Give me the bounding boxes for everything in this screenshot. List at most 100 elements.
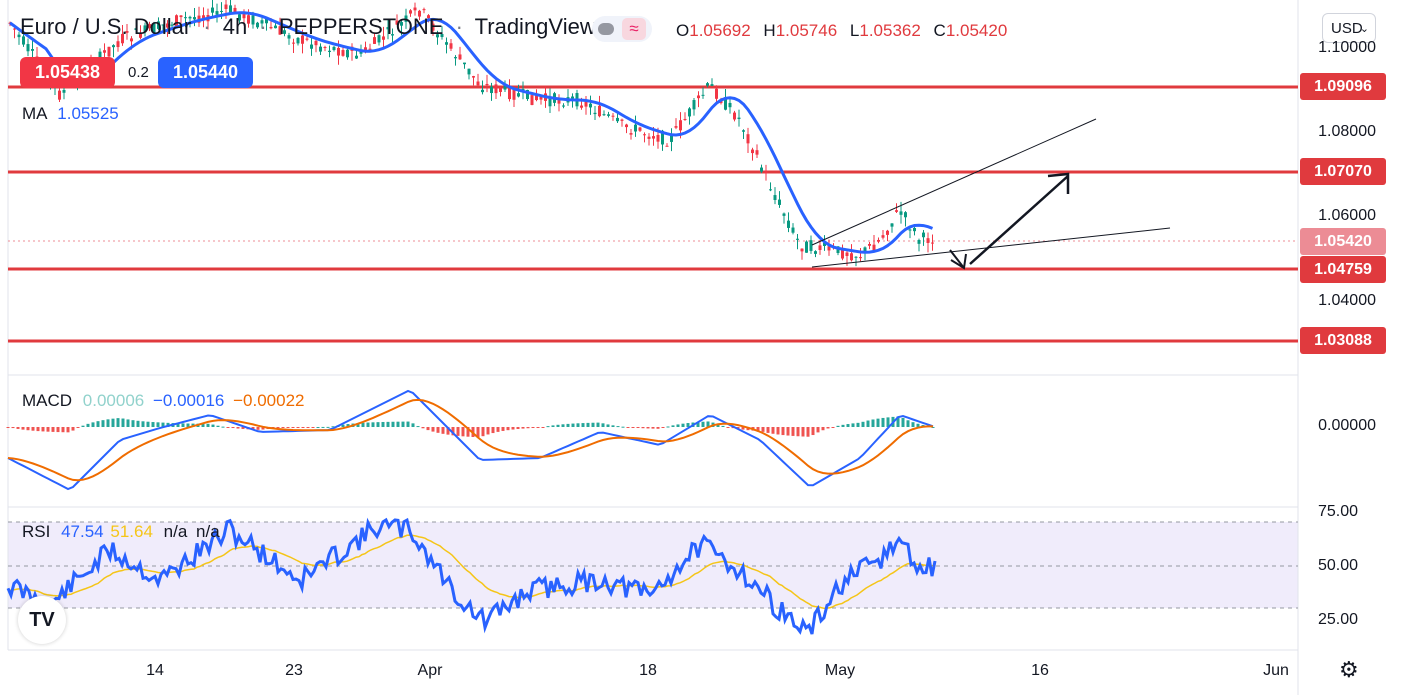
candle-body <box>854 256 858 258</box>
upper-trendline[interactable] <box>811 118 1097 246</box>
tradingview-logo[interactable]: TV <box>18 596 66 644</box>
open-value: 1.05692 <box>689 21 751 40</box>
macd-histogram-bar <box>381 421 385 427</box>
candle-body <box>737 117 741 119</box>
exchange-label: PEPPERSTONE <box>278 14 444 39</box>
candle-body <box>841 248 844 259</box>
candle-body <box>872 244 876 251</box>
candle-body <box>242 11 246 19</box>
gear-icon[interactable]: ⚙ <box>1339 657 1359 682</box>
down-arrow-drawing[interactable] <box>949 249 967 270</box>
candle-body <box>796 238 799 240</box>
macd-histogram-bar <box>211 424 215 427</box>
candle-body <box>787 220 790 228</box>
candle-body <box>175 15 178 27</box>
macd-histogram-bar <box>696 422 700 427</box>
candle-body <box>679 120 682 131</box>
eye-icon[interactable] <box>598 23 614 35</box>
candle-body <box>674 126 678 128</box>
candle-body <box>476 81 480 86</box>
ohlc-readout: O1.05692 H1.05746 L1.05362 C1.05420 <box>676 21 1015 41</box>
source-label: TradingView <box>474 14 596 39</box>
macd-histogram-bar <box>476 427 480 438</box>
candle-body <box>778 199 781 205</box>
candle-body <box>769 189 772 191</box>
macd-histogram-bar <box>576 423 580 427</box>
macd-tick: 0.00000 <box>1318 417 1376 434</box>
macd-histogram-bar <box>786 427 790 436</box>
candle-body <box>112 45 115 48</box>
macd-histogram-bar <box>51 427 55 432</box>
candle-body <box>580 105 583 108</box>
macd-histogram-bar <box>406 421 410 427</box>
rsi-tick: 50.00 <box>1317 557 1358 574</box>
macd-histogram-bar <box>911 422 915 427</box>
level-label-4[interactable]: 1.03088 <box>1300 327 1386 354</box>
macd-histogram-bar <box>851 423 855 427</box>
level-label-1[interactable]: 1.09096 <box>1300 73 1386 100</box>
rsi-legend[interactable]: RSI 47.54 51.64 n/a n/a <box>22 522 220 542</box>
macd-histogram-bar <box>631 427 635 428</box>
macd-histogram <box>6 416 935 438</box>
macd-histogram-bar <box>846 424 850 427</box>
sell-button[interactable]: 1.05438 <box>20 57 115 88</box>
price-tick: 1.10000 <box>1318 39 1376 56</box>
candle-body <box>319 46 322 52</box>
candle-body <box>188 16 192 19</box>
macd-histogram-bar <box>791 427 795 436</box>
currency-dropdown[interactable]: USD ⌄ <box>1322 13 1376 43</box>
candle-body <box>562 105 565 107</box>
ma-legend[interactable]: MA 1.05525 <box>22 104 119 124</box>
macd-histogram-bar <box>21 427 25 430</box>
symbol-header[interactable]: Euro / U.S. Dollar · 4h · PEPPERSTONE · … <box>20 14 596 39</box>
buy-button[interactable]: 1.05440 <box>158 57 253 88</box>
candle-body <box>121 33 124 44</box>
candle-body <box>382 36 385 40</box>
macd-signal-value: −0.00022 <box>233 391 305 410</box>
macd-histogram-bar <box>616 426 620 428</box>
macd-histogram-bar <box>131 420 135 427</box>
lower-trendline[interactable] <box>811 227 1171 268</box>
macd-legend[interactable]: MACD 0.00006 −0.00016 −0.00022 <box>22 391 305 411</box>
level-label-3[interactable]: 1.04759 <box>1300 256 1386 283</box>
candle-body <box>881 235 885 238</box>
candle-body <box>589 103 592 108</box>
candle-body <box>724 97 727 110</box>
candle-body <box>494 84 498 94</box>
macd-histogram-bar <box>186 423 190 427</box>
candle-body <box>539 96 543 100</box>
macd-histogram-bar <box>301 427 305 428</box>
up-arrow-drawing[interactable] <box>969 172 1070 265</box>
candle-body <box>26 44 30 52</box>
macd-histogram-bar <box>81 425 85 427</box>
macd-histogram-bar <box>216 425 220 427</box>
macd-histogram-bar <box>706 421 710 427</box>
candle-body <box>764 171 768 174</box>
macd-histogram-bar <box>261 427 265 430</box>
macd-histogram-bar <box>866 420 870 427</box>
symbol-name[interactable]: Euro / U.S. Dollar <box>20 14 192 39</box>
macd-histogram-bar <box>356 423 360 427</box>
macd-histogram-bar <box>606 424 610 427</box>
candle-body <box>238 14 241 21</box>
candle-body <box>332 46 336 51</box>
candle-body <box>467 68 471 75</box>
candle-body <box>697 95 700 99</box>
candle-body <box>598 105 601 117</box>
level-label-2[interactable]: 1.07070 <box>1300 158 1386 185</box>
visibility-toggle[interactable]: ≈ <box>592 16 652 42</box>
candle-body <box>418 10 421 17</box>
candle-body <box>823 242 826 246</box>
candle-body <box>611 115 615 117</box>
candle-body <box>341 50 345 56</box>
wave-icon[interactable]: ≈ <box>622 18 646 40</box>
macd-histogram-bar <box>481 427 485 437</box>
candle-body <box>634 124 637 132</box>
interval-label[interactable]: 4h <box>222 14 248 39</box>
macd-histogram-bar <box>441 427 445 434</box>
candle-body <box>895 210 898 212</box>
macd-histogram-bar <box>411 423 415 427</box>
macd-histogram-bar <box>306 427 310 428</box>
